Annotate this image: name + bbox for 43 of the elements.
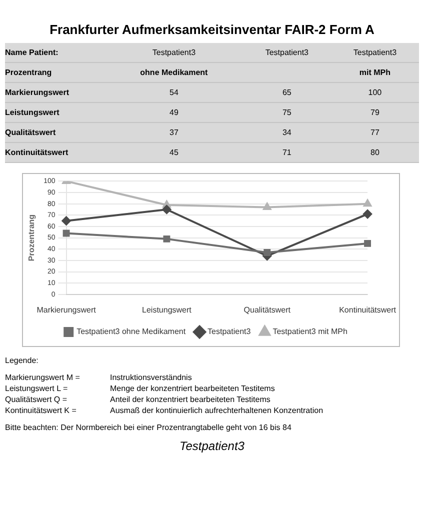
text: Kontinuitätswert K = bbox=[5, 405, 78, 416]
text: Testpatient3 bbox=[352, 47, 398, 59]
x-tick-label: Markierungswert bbox=[36, 305, 97, 314]
text: Markierungswert M = bbox=[5, 372, 81, 383]
text: Prozentrang bbox=[5, 67, 53, 79]
text: ohne Medikament bbox=[139, 67, 209, 79]
text: 100 bbox=[367, 87, 383, 99]
text: Anteil der konzentriert bearbeiteten Testitems bbox=[110, 394, 270, 405]
text: Name Patient: bbox=[5, 47, 60, 59]
legend-label: Testpatient3 mit MPh bbox=[272, 327, 348, 336]
text: Markierungswert bbox=[5, 87, 70, 99]
text: Menge der konzentriert bearbeiteten Testitems bbox=[110, 383, 275, 394]
y-axis-title: Prozentrang bbox=[27, 214, 36, 262]
text: Legende: bbox=[5, 355, 40, 366]
legend-label: Testpatient3 bbox=[208, 327, 252, 336]
text: Ausmaß der kontinuierlich aufrechterhaltenen Konzentration bbox=[110, 405, 324, 416]
text: Instruktionsverständnis bbox=[110, 372, 192, 383]
text: Qualitätswert Q = bbox=[5, 394, 68, 405]
text: 80 bbox=[370, 147, 380, 159]
text: 77 bbox=[370, 127, 380, 139]
text: 71 bbox=[281, 147, 292, 159]
text: 75 bbox=[281, 107, 292, 119]
text: Leistungswert bbox=[5, 107, 60, 119]
text: 79 bbox=[370, 107, 380, 119]
x-tick-label: Qualitätswert bbox=[244, 305, 292, 314]
legend-label: Testpatient3 ohne Medikament bbox=[76, 327, 186, 336]
text: Testpatient3 bbox=[264, 47, 310, 59]
text: Testpatient3 bbox=[151, 47, 197, 59]
text: 45 bbox=[168, 147, 180, 159]
text: Qualitätswert bbox=[5, 127, 57, 139]
text: 37 bbox=[168, 127, 180, 139]
text: 54 bbox=[168, 87, 180, 99]
text: Leistungswert L = bbox=[5, 383, 69, 394]
x-tick-label: Kontinuitätswert bbox=[339, 305, 397, 314]
x-tick-label: Leistungswert bbox=[142, 305, 192, 314]
text: Frankfurter Aufmerksamkeitsinventar FAIR-2 Form A bbox=[48, 21, 376, 39]
text: Kontinuitätswert bbox=[5, 147, 70, 159]
text: 49 bbox=[168, 107, 180, 119]
text: 34 bbox=[281, 127, 292, 139]
text: 65 bbox=[281, 87, 292, 99]
text: mit MPh bbox=[358, 67, 392, 79]
text: Testpatient3 bbox=[178, 439, 246, 453]
text: Bitte beachten: Der Normbereich bei einer Prozentrangtabelle geht von 16 bis 84 bbox=[5, 422, 292, 433]
